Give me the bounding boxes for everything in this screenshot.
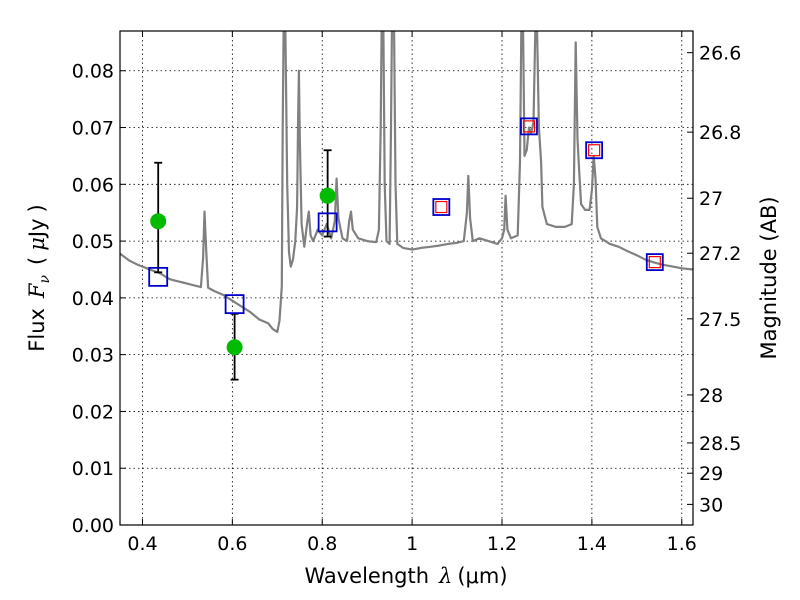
y2-tick-label: 30 (699, 494, 723, 516)
nir-photometry-inner-square (588, 144, 601, 157)
measurement-point (150, 213, 167, 230)
y2-tick-label: 26.6 (699, 43, 741, 65)
y-tick-label: 0.08 (72, 61, 114, 83)
y2-tick-label: 27 (699, 188, 723, 210)
x-axis-label: Wavelength λ (μm) (304, 564, 507, 588)
x-tick-label: 1 (406, 533, 418, 555)
x-tick-label: 0.4 (127, 533, 157, 555)
marker-layer (148, 117, 664, 381)
nir-photometry-square (585, 141, 604, 160)
y2-tick-label: 27.5 (699, 309, 741, 331)
y-axis-unit-rest: Jy (25, 218, 49, 239)
y-axis-symbol-sub: ν (37, 274, 53, 283)
nir-photometry-square (520, 117, 538, 136)
y-tick-label: 0.00 (72, 515, 114, 537)
x-axis-label-word: Wavelength (304, 564, 429, 588)
nir-photometry-inner-square (435, 200, 448, 214)
plot-frame (119, 30, 694, 526)
y-axis-label-word: Flux (25, 308, 49, 352)
y-tick-label: 0.01 (72, 458, 114, 480)
y2-axis-label: Magnitude (AB) (757, 196, 781, 359)
model-photometry-square (224, 294, 245, 315)
axis-ticks: 0.4 0.6 0.8 1 1.2 1.4 1.6 0.00 0.01 0.02 0.03 0.04 0… (72, 31, 741, 555)
model-spectrum-line (120, 31, 693, 333)
y-tick-label: 0.02 (72, 401, 114, 423)
nir-photometry-square (432, 198, 451, 216)
nir-photometry-square (645, 253, 664, 272)
y2-tick-label: 26.8 (699, 122, 741, 144)
y-tick-label: 0.07 (72, 118, 114, 140)
grid (120, 31, 693, 526)
model-photometry-square (148, 266, 169, 287)
x-tick-label: 1.6 (667, 533, 697, 555)
y-tick-label: 0.04 (72, 288, 114, 310)
y2-tick-label: 28.5 (699, 433, 741, 455)
y2-tick-label: 29 (699, 463, 723, 485)
series-layer (120, 31, 693, 333)
x-tick-label: 0.8 (307, 533, 337, 555)
x-axis-lambda: λ (438, 564, 452, 588)
nir-photometry-inner-square (522, 120, 536, 133)
y2-tick-label: 28 (699, 385, 723, 407)
model-photometry-square (317, 212, 338, 233)
x-tick-label: 1.2 (487, 533, 517, 555)
y-axis-unit-open: ( (25, 257, 49, 265)
y-tick-label: 0.06 (72, 174, 114, 196)
x-tick-label: 1.4 (577, 533, 607, 555)
y-tick-label: 0.03 (72, 345, 114, 367)
measurement-point (319, 187, 336, 204)
x-axis-unit: (μm) (457, 564, 507, 588)
y-axis-unit-close: ) (25, 204, 49, 212)
y-axis-unit-mu: μ (25, 237, 49, 251)
y-tick-label: 0.05 (72, 231, 114, 253)
y-axis-symbol: F (25, 282, 49, 299)
x-tick-label: 0.6 (217, 533, 247, 555)
y2-tick-label: 27.2 (699, 243, 741, 265)
measurement-point (226, 339, 243, 356)
y-axis-label: Flux Fν ( μJy) (25, 204, 53, 351)
nir-photometry-inner-square (648, 256, 661, 269)
